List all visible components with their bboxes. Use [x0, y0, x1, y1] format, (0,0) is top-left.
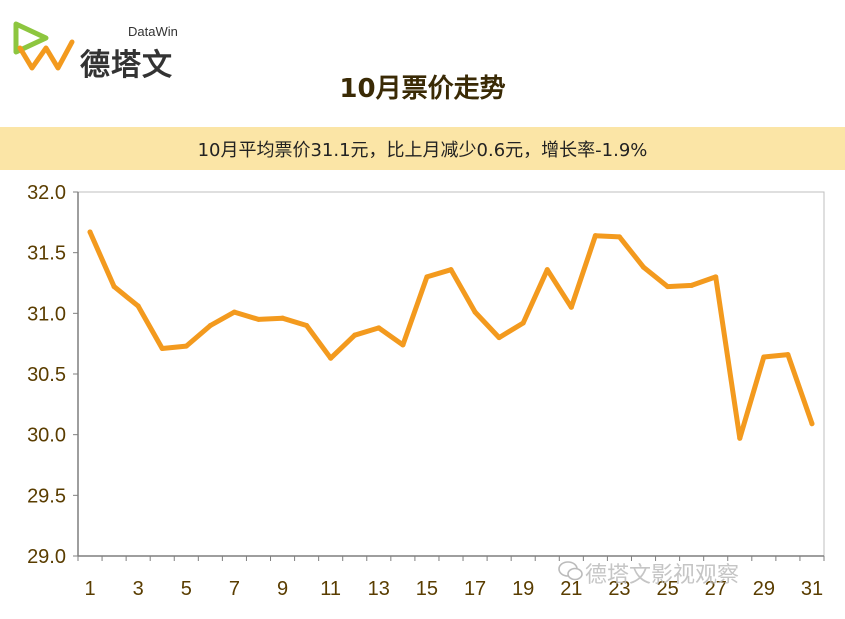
y-tick-label: 31.0 — [27, 303, 66, 325]
datawin-logo: DataWin 德塔文 — [12, 18, 182, 83]
data-point — [544, 267, 550, 273]
data-point — [135, 303, 141, 309]
y-ticks: 29.0 29.5 30.0 30.5 31.0 31.5 32.0 — [27, 182, 78, 568]
data-point — [568, 304, 574, 310]
data-point — [448, 267, 454, 273]
data-point — [616, 234, 622, 240]
y-tick-label: 30.5 — [27, 364, 66, 386]
x-tick-label: 31 — [801, 578, 823, 600]
x-tick-label: 19 — [512, 578, 534, 600]
data-point — [424, 274, 430, 280]
data-point — [665, 284, 671, 290]
data-point — [87, 229, 93, 235]
data-point — [231, 309, 237, 315]
data-point — [592, 233, 598, 239]
data-point — [183, 343, 189, 349]
chart-title: 10月票价走势 — [339, 74, 506, 104]
data-point — [761, 354, 767, 360]
data-point — [159, 346, 165, 352]
data-point — [520, 320, 526, 326]
data-point — [809, 421, 815, 427]
data-points — [87, 229, 815, 441]
data-point — [304, 322, 310, 328]
wechat-icon — [558, 561, 583, 581]
x-tick-label: 7 — [229, 578, 240, 600]
data-point — [376, 325, 382, 331]
data-point — [280, 315, 286, 321]
logo-text-cn: 德塔文 — [80, 48, 173, 83]
y-tick-label: 29.0 — [27, 546, 66, 568]
data-point — [689, 282, 695, 288]
data-point — [207, 322, 213, 328]
y-tick-label: 30.0 — [27, 425, 66, 447]
x-tick-label: 27 — [705, 578, 727, 600]
data-point — [641, 264, 647, 270]
x-tick-label: 11 — [320, 578, 341, 600]
x-tick-label: 1 — [84, 578, 95, 600]
data-point — [785, 352, 791, 358]
x-tick-label: 5 — [181, 578, 192, 600]
summary-text: 10月平均票价31.1元，比上月减少0.6元，增长率-1.9% — [197, 139, 648, 161]
summary-band: 10月平均票价31.1元，比上月减少0.6元，增长率-1.9% — [0, 127, 845, 170]
data-point — [400, 342, 406, 348]
x-ticks: 1 3 5 7 9 11 13 15 17 19 21 23 25 27 29 31 — [77, 556, 825, 600]
data-point — [737, 435, 743, 441]
data-point — [352, 332, 358, 338]
data-point — [713, 274, 719, 280]
watermark-text: 德塔文影视观察 — [585, 563, 740, 588]
x-tick-label: 3 — [133, 578, 144, 600]
y-tick-label: 31.5 — [27, 243, 66, 265]
x-tick-label: 9 — [277, 578, 288, 600]
x-tick-label: 25 — [656, 578, 678, 600]
x-tick-label: 13 — [368, 578, 390, 600]
plot-area — [77, 191, 825, 557]
x-tick-label: 17 — [464, 578, 486, 600]
data-point — [496, 335, 502, 341]
data-point — [255, 316, 261, 322]
data-point — [111, 284, 117, 290]
x-tick-label: 21 — [560, 578, 582, 600]
x-tick-label: 29 — [753, 578, 775, 600]
x-tick-label: 15 — [416, 578, 438, 600]
x-tick-label: 23 — [608, 578, 630, 600]
data-point — [472, 309, 478, 315]
datawin-logo-mark-icon — [13, 21, 75, 71]
data-point — [328, 355, 334, 361]
y-tick-label: 32.0 — [27, 182, 66, 204]
y-tick-label: 29.5 — [27, 485, 66, 507]
logo-text-en: DataWin — [128, 24, 178, 39]
